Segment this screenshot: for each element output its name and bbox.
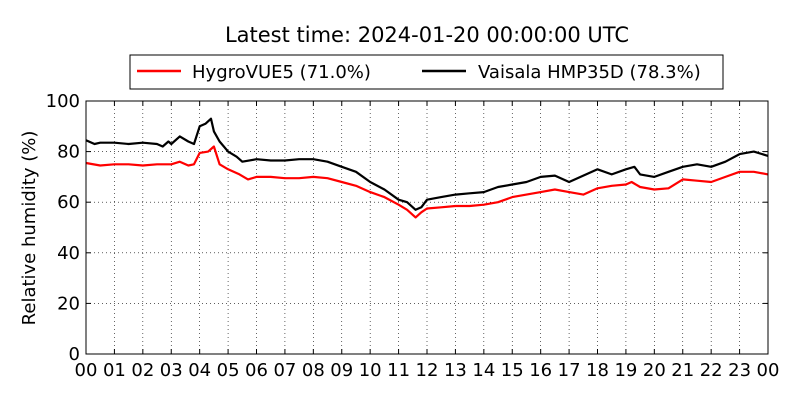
x-tick-label: 19	[614, 360, 637, 381]
x-tick-label: 00	[757, 360, 780, 381]
y-tick-label: 60	[57, 192, 80, 213]
x-tick-label: 09	[330, 360, 353, 381]
y-tick-label: 0	[69, 344, 80, 365]
legend-label-vaisala: Vaisala HMP35D (78.3%)	[478, 62, 701, 83]
x-tick-label: 01	[103, 360, 126, 381]
x-tick-label: 18	[586, 360, 609, 381]
x-tick-label: 03	[160, 360, 183, 381]
ticks	[85, 100, 769, 355]
x-tick-label: 14	[472, 360, 495, 381]
x-tick-labels: 00 01 02 03 04 05 06 07 08 09 10 11 12 13 14 15 16 17 18 19…	[75, 360, 780, 381]
chart-title: Latest time: 2024-01-20 00:00:00 UTC	[225, 23, 629, 47]
grid	[86, 101, 768, 354]
x-tick-label: 20	[643, 360, 666, 381]
y-tick-labels: 0 20 40 60 80 100	[46, 91, 80, 365]
x-tick-label: 12	[416, 360, 439, 381]
x-tick-label: 21	[671, 360, 694, 381]
y-tick-label: 80	[57, 142, 80, 163]
x-tick-label: 13	[444, 360, 467, 381]
x-tick-label: 15	[501, 360, 524, 381]
x-tick-label: 23	[728, 360, 751, 381]
x-tick-label: 22	[700, 360, 723, 381]
x-tick-label: 16	[529, 360, 552, 381]
x-tick-label: 00	[75, 360, 98, 381]
legend: HygroVUE5 (71.0%) Vaisala HMP35D (78.3%)	[129, 54, 724, 90]
legend-label-hygrovue: HygroVUE5 (71.0%)	[192, 62, 371, 83]
series-line-hygrovue	[85, 145, 769, 219]
x-tick-label: 07	[273, 360, 296, 381]
x-tick-label: 17	[558, 360, 581, 381]
x-tick-label: 08	[302, 360, 325, 381]
series-lines	[85, 117, 769, 219]
x-tick-label: 11	[387, 360, 410, 381]
x-tick-label: 02	[131, 360, 154, 381]
y-tick-label: 20	[57, 293, 80, 314]
x-tick-label: 06	[245, 360, 268, 381]
series-line-vaisala	[85, 117, 769, 211]
x-tick-label: 04	[188, 360, 211, 381]
y-axis-label: Relative humidity (%)	[19, 131, 40, 326]
y-tick-label: 100	[46, 91, 80, 112]
y-tick-label: 40	[57, 243, 80, 264]
x-tick-label: 05	[217, 360, 240, 381]
plot-frame	[85, 100, 769, 355]
x-tick-label: 10	[359, 360, 382, 381]
